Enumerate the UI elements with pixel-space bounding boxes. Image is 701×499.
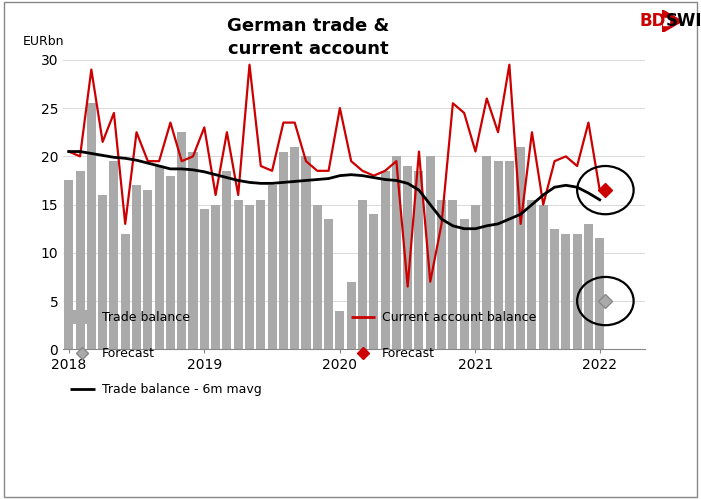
Bar (121, 234, 130, 349)
Bar (403, 166, 412, 349)
Bar (87, 103, 96, 349)
Bar (573, 234, 582, 349)
Bar (200, 210, 209, 349)
Bar (211, 205, 220, 349)
Bar (189, 152, 198, 349)
Bar (155, 166, 163, 349)
Bar (392, 156, 401, 349)
Bar (279, 152, 288, 349)
Text: Forecast: Forecast (382, 347, 435, 360)
Bar (562, 234, 571, 349)
Bar (64, 181, 74, 349)
Bar (449, 200, 457, 349)
Bar (381, 171, 390, 349)
Bar (313, 205, 322, 349)
FancyBboxPatch shape (70, 310, 95, 324)
Bar (460, 219, 469, 349)
Bar (550, 229, 559, 349)
Bar (437, 200, 446, 349)
Bar (177, 132, 186, 349)
Text: Forecast: Forecast (102, 347, 155, 360)
Text: Trade balance - 6m mavg: Trade balance - 6m mavg (102, 383, 261, 396)
Bar (233, 200, 243, 349)
Polygon shape (663, 18, 669, 24)
Bar (414, 171, 423, 349)
Bar (471, 205, 480, 349)
Text: Trade balance: Trade balance (102, 311, 190, 324)
Bar (109, 161, 118, 349)
Bar (426, 156, 435, 349)
Bar (245, 205, 254, 349)
Bar (268, 185, 277, 349)
Bar (324, 219, 333, 349)
Bar (539, 205, 547, 349)
Bar (132, 185, 141, 349)
Bar (482, 156, 491, 349)
Bar (166, 176, 175, 349)
Bar (494, 161, 503, 349)
Text: German trade &
current account: German trade & current account (227, 17, 390, 58)
Bar (505, 161, 514, 349)
Bar (527, 200, 536, 349)
Bar (516, 147, 525, 349)
Text: SWISS: SWISS (666, 12, 701, 30)
Bar (76, 171, 85, 349)
Bar (290, 147, 299, 349)
Bar (369, 214, 379, 349)
Bar (595, 239, 604, 349)
Bar (222, 171, 231, 349)
Bar (358, 200, 367, 349)
Bar (143, 190, 152, 349)
Bar (335, 311, 344, 349)
Polygon shape (662, 10, 682, 32)
Text: EURbn: EURbn (22, 35, 64, 48)
Bar (98, 195, 107, 349)
Bar (584, 224, 593, 349)
Text: Current account balance: Current account balance (382, 311, 536, 324)
Bar (347, 282, 355, 349)
Bar (257, 200, 265, 349)
Bar (301, 156, 311, 349)
Text: BD: BD (639, 12, 666, 30)
